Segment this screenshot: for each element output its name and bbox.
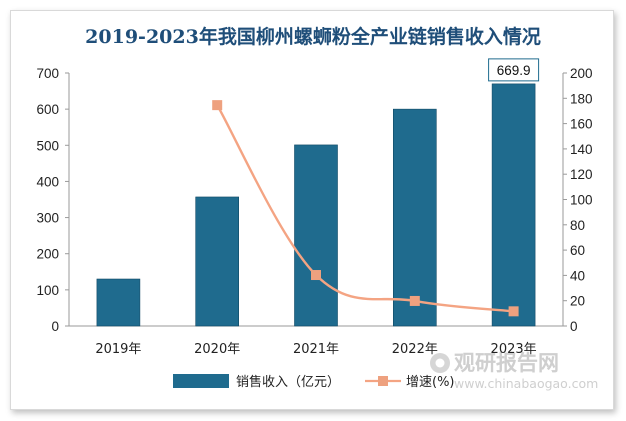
y-right-tick-label: 120 xyxy=(570,167,593,182)
y-right-tick-label: 200 xyxy=(570,66,593,81)
x-tick-label: 2021年 xyxy=(293,342,339,357)
y-right-tick-label: 20 xyxy=(570,294,585,309)
y-right-tick-label: 180 xyxy=(570,91,593,106)
watermark-en: www.chinabaogao.com xyxy=(454,376,598,391)
chart-svg: 2019-2023年我国柳州螺蛳粉全产业链销售收入情况 观研报告网 www.ch… xyxy=(36,25,598,391)
line-growth xyxy=(216,104,514,313)
x-tick-label: 2023年 xyxy=(491,342,537,357)
y-left-tick-label: 700 xyxy=(36,66,59,81)
legend-swatch-revenue xyxy=(173,374,229,388)
y-left-tick-label: 0 xyxy=(51,319,59,334)
bar-revenue xyxy=(195,196,239,327)
y-right-tick-label: 0 xyxy=(570,319,578,334)
y-left-tick-label: 600 xyxy=(36,102,59,117)
plot-area: 0 100 200 300 400 500 600 700 0 20 40 60 80 100 120 140… xyxy=(36,58,593,357)
y-right-tick-label: 100 xyxy=(570,193,593,208)
line-growth-marker xyxy=(508,306,519,317)
y-right-tick-label: 40 xyxy=(570,268,585,283)
y-right-tick-label: 80 xyxy=(570,218,585,233)
watermark: 观研报告网 www.chinabaogao.com xyxy=(430,351,598,391)
data-label-2023: 669.9 xyxy=(497,63,531,78)
line-growth-marker xyxy=(212,100,223,111)
legend-label-revenue: 销售收入（亿元） xyxy=(236,374,340,390)
data-label-box xyxy=(488,58,540,82)
bar-revenue xyxy=(392,108,437,327)
legend: 销售收入（亿元） 增速(%) xyxy=(173,374,455,390)
x-tick-label: 2020年 xyxy=(194,342,240,357)
bar-revenue xyxy=(96,278,141,327)
legend-label-growth: 增速(%) xyxy=(406,375,455,390)
bar-revenue xyxy=(294,144,338,327)
y-left-tick-label: 200 xyxy=(36,247,59,262)
bar-revenue xyxy=(491,83,536,327)
watermark-cn: 观研报告网 xyxy=(454,351,559,375)
y-right-tick-label: 60 xyxy=(570,243,585,258)
line-growth-marker xyxy=(409,295,420,306)
y-left-tick-label: 500 xyxy=(36,138,59,153)
chart-title: 2019-2023年我国柳州螺蛳粉全产业链销售收入情况 xyxy=(85,25,541,48)
chart-frame: 2019-2023年我国柳州螺蛳粉全产业链销售收入情况 观研报告网 www.ch… xyxy=(10,10,614,410)
line-growth-marker xyxy=(311,270,321,281)
y-right-tick-label: 140 xyxy=(570,142,593,157)
y-left-tick-label: 400 xyxy=(36,174,59,189)
watermark-logo xyxy=(430,353,450,373)
y-left-tick-label: 100 xyxy=(36,283,59,298)
legend-marker-growth xyxy=(378,376,388,386)
y-right-tick-label: 160 xyxy=(570,117,593,132)
x-tick-label: 2019年 xyxy=(95,342,141,357)
x-tick-label: 2022年 xyxy=(392,342,438,357)
y-left-tick-label: 300 xyxy=(36,211,59,226)
